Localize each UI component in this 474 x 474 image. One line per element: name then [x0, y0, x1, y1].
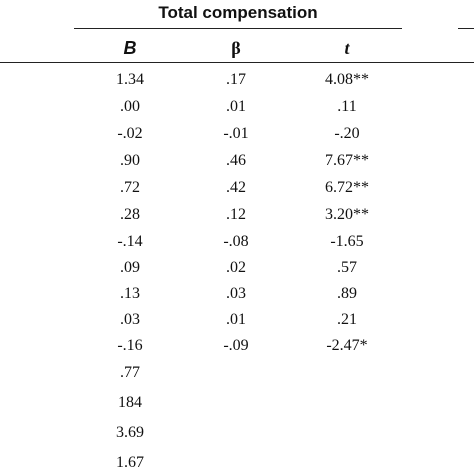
table-cell-beta: .03 [226, 285, 246, 302]
header-rule [0, 62, 474, 63]
table-cell-t: -1.65 [330, 233, 364, 250]
table-cell-b: 1.67 [116, 454, 144, 471]
table-cell-t: 7.67** [325, 152, 369, 169]
table-cell-b: .72 [120, 179, 140, 196]
table-cell-t: .89 [337, 285, 357, 302]
table-cell-t: -.20 [334, 125, 360, 142]
table-cell-t: .57 [337, 259, 357, 276]
table-cell-b: .13 [120, 285, 140, 302]
table-cell-beta: .01 [226, 98, 246, 115]
table-cell-b: 1.34 [116, 71, 144, 88]
table-cell-b: .09 [120, 259, 140, 276]
table-cell-beta: .42 [226, 179, 246, 196]
table-cell-b: -.16 [117, 337, 143, 354]
table-cell-t: .21 [337, 311, 357, 328]
group-header-total-compensation: Total compensation [158, 3, 318, 22]
table-cell-b: 3.69 [116, 424, 144, 441]
table-cell-b: -.14 [117, 233, 143, 250]
table-cell-beta: .17 [226, 71, 246, 88]
table-cell-b: .00 [120, 98, 140, 115]
table-cell-b: -.02 [117, 125, 143, 142]
table-cell-beta: -.01 [223, 125, 249, 142]
table-cell-b: .90 [120, 152, 140, 169]
table-cell-beta: .02 [226, 259, 246, 276]
table-cell-beta: -.09 [223, 337, 249, 354]
table-cell-b: .28 [120, 206, 140, 223]
table-cell-beta: -.08 [223, 233, 249, 250]
column-header-b: B [123, 38, 137, 58]
table-cell-b: .77 [120, 364, 140, 381]
adjacent-group-rule [458, 28, 474, 29]
table-cell-b: 184 [118, 394, 142, 411]
table-cell-b: .03 [120, 311, 140, 328]
column-header-beta: β [231, 38, 241, 58]
table-cell-t: 3.20** [325, 206, 369, 223]
table-cell-t: .11 [337, 98, 357, 115]
table-cell-beta: .12 [226, 206, 246, 223]
table-cell-beta: .01 [226, 311, 246, 328]
column-header-t: t [344, 38, 350, 58]
table-cell-beta: .46 [226, 152, 246, 169]
table-cell-t: 4.08** [325, 71, 369, 88]
table-cell-t: -2.47* [326, 337, 368, 354]
table-cell-t: 6.72** [325, 179, 369, 196]
group-header-rule [74, 28, 402, 29]
